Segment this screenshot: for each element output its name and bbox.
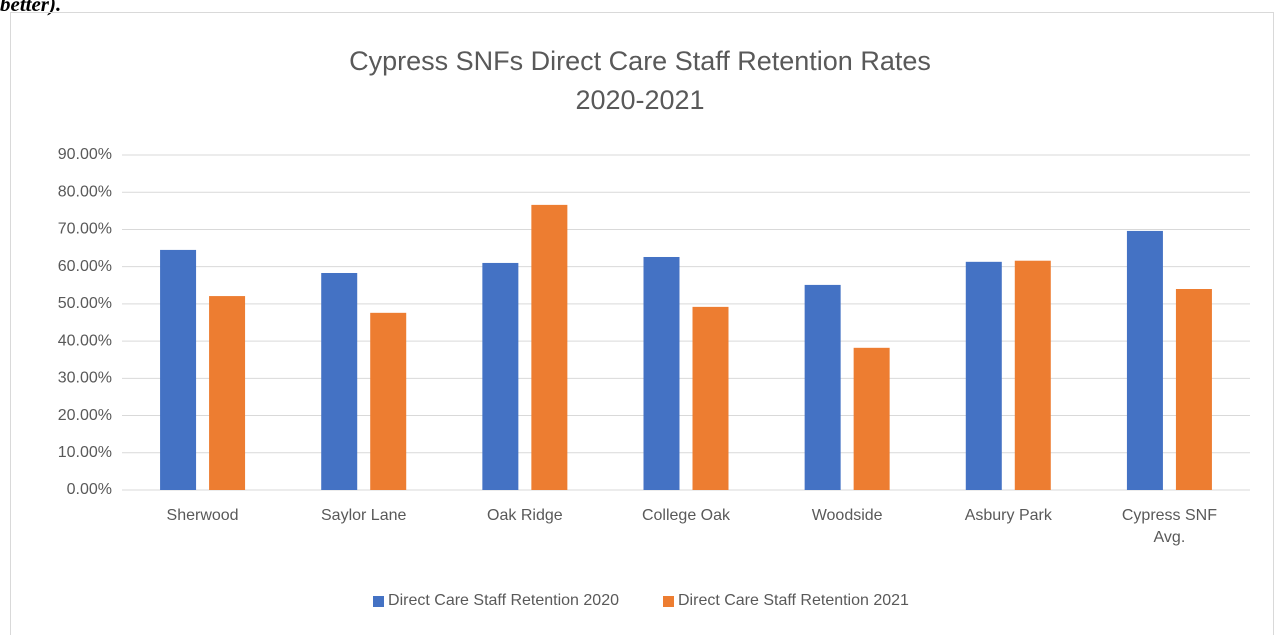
bar bbox=[1126, 230, 1163, 490]
y-tick-label: 0.00% bbox=[67, 481, 112, 498]
chart-frame bbox=[10, 12, 1274, 635]
bar bbox=[643, 256, 680, 490]
y-tick-label: 40.00% bbox=[58, 332, 112, 349]
bar bbox=[965, 261, 1002, 490]
legend: Direct Care Staff Retention 2020 Direct C… bbox=[0, 592, 1282, 610]
bar bbox=[853, 347, 890, 490]
bar bbox=[1175, 289, 1212, 490]
y-tick-label: 20.00% bbox=[58, 407, 112, 424]
y-tick-label: 70.00% bbox=[58, 221, 112, 238]
y-tick-label: 60.00% bbox=[58, 258, 112, 275]
bar bbox=[1014, 260, 1051, 490]
bar bbox=[804, 284, 841, 490]
legend-swatch bbox=[373, 595, 385, 607]
bar bbox=[321, 272, 358, 490]
legend-item: Direct Care Staff Retention 2020 bbox=[373, 592, 619, 610]
y-tick-label: 30.00% bbox=[58, 370, 112, 387]
x-tick-label: Cypress SNF Avg. bbox=[1121, 507, 1217, 546]
x-tick-label: Asbury Park bbox=[964, 507, 1052, 524]
legend-label: Direct Care Staff Retention 2021 bbox=[678, 592, 909, 609]
bar bbox=[370, 312, 407, 490]
bar bbox=[692, 306, 729, 490]
x-tick-label: Oak Ridge bbox=[487, 507, 563, 524]
y-tick-label: 10.00% bbox=[58, 444, 112, 461]
y-tick-label: 80.00% bbox=[58, 183, 112, 200]
chart-subtitle: 2020-2021 bbox=[575, 85, 704, 115]
bar bbox=[160, 249, 197, 490]
x-tick-label: College Oak bbox=[641, 507, 731, 524]
y-tick-label: 50.00% bbox=[58, 295, 112, 312]
bar bbox=[209, 296, 246, 490]
x-tick-label: Saylor Lane bbox=[321, 507, 407, 524]
x-tick-label: Woodside bbox=[811, 507, 883, 524]
bar bbox=[482, 262, 519, 490]
x-tick-label: Sherwood bbox=[166, 507, 239, 524]
y-tick-label: 90.00% bbox=[58, 146, 112, 163]
bar bbox=[531, 204, 568, 490]
chart-title: Cypress SNFs Direct Care Staff Retention… bbox=[349, 46, 931, 76]
legend-item: Direct Care Staff Retention 2021 bbox=[663, 592, 909, 610]
legend-label: Direct Care Staff Retention 2020 bbox=[388, 592, 619, 609]
legend-swatch bbox=[663, 595, 674, 607]
